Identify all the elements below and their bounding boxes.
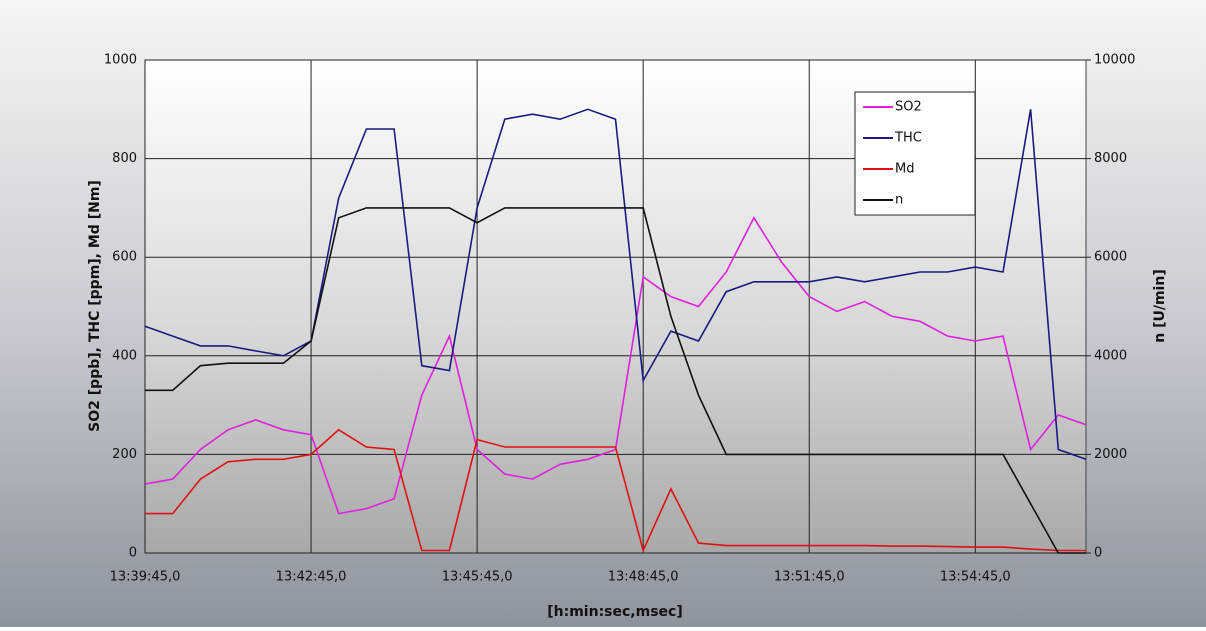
y-tick-label: 400 [112, 348, 137, 363]
x-tick-label: 13:51:45,0 [774, 570, 845, 585]
y2-tick-label: 6000 [1094, 250, 1127, 265]
y2-tick-label: 8000 [1094, 151, 1127, 166]
x-tick-label: 13:42:45,0 [276, 570, 347, 585]
y-tick-label: 1000 [104, 53, 137, 68]
y2-tick-label: 10000 [1094, 53, 1135, 68]
legend-label: THC [894, 131, 922, 146]
y-tick-label: 800 [112, 151, 137, 166]
y-tick-label: 200 [112, 447, 137, 462]
x-axis-title: [h:min:sec,msec] [547, 604, 682, 620]
y2-tick-label: 2000 [1094, 447, 1127, 462]
x-tick-label: 13:39:45,0 [110, 570, 181, 585]
y-tick-label: 600 [112, 250, 137, 265]
x-tick-label: 13:48:45,0 [608, 570, 679, 585]
y-axis-title: SO2 [ppb], THC [ppm], Md [Nm] [87, 180, 103, 432]
y2-tick-label: 0 [1094, 546, 1102, 561]
legend-label: n [895, 193, 903, 208]
y2-axis-title: n [U/min] [1152, 269, 1168, 342]
y2-tick-label: 4000 [1094, 348, 1127, 363]
legend-label: SO2 [895, 100, 922, 115]
x-tick-label: 13:54:45,0 [940, 570, 1011, 585]
x-tick-label: 13:45:45,0 [442, 570, 513, 585]
legend-label: Md [895, 162, 914, 177]
chart: SO2 [ppb], THC [ppm], Md [Nm] n [U/min] … [0, 0, 1206, 627]
y-tick-label: 0 [129, 546, 137, 561]
